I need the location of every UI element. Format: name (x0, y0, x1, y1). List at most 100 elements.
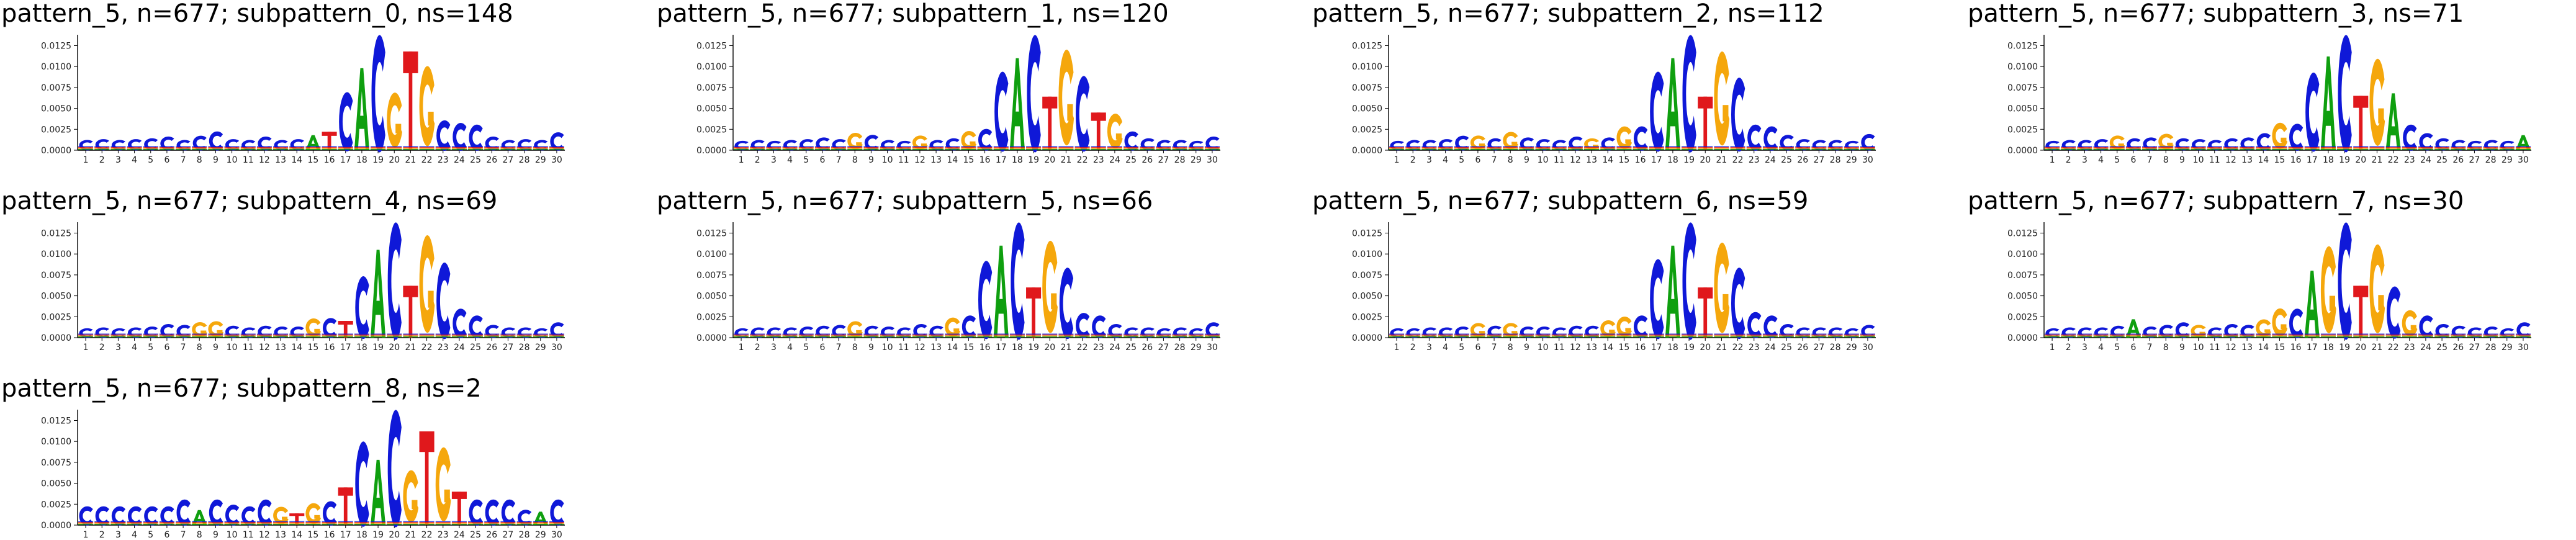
baseline-letter-a (110, 336, 126, 338)
logo-panel: pattern_5, n=677; subpattern_7, ns=30 0.0… (1968, 187, 2531, 353)
x-tick-label: 10 (2193, 155, 2204, 165)
baseline-letter-t (1156, 147, 1171, 148)
x-tick-label: 28 (1174, 343, 1186, 353)
x-tick-label: 25 (1125, 343, 1137, 353)
y-tick-label: 0.0025 (1352, 125, 1382, 135)
baseline-letter-g (1156, 148, 1171, 149)
baseline-letter-g (912, 148, 927, 149)
baseline-letter-c (322, 521, 337, 522)
baseline-letter-a (2256, 149, 2271, 150)
baseline-letter-c (1091, 333, 1106, 335)
x-tick-label: 17 (340, 530, 351, 540)
baseline-letter-c (1746, 146, 1762, 147)
baseline-letter-a (2288, 149, 2304, 150)
baseline-letter-c (2061, 146, 2076, 147)
logo-panel: pattern_5, n=677; subpattern_2, ns=112 0.… (1312, 0, 1876, 165)
y-tick-label: 0.0125 (696, 41, 727, 51)
baseline-letter-a (289, 336, 305, 338)
x-tick-label: 12 (2225, 155, 2236, 165)
baseline-letter-g (371, 523, 386, 524)
baseline-letter-c (484, 333, 500, 335)
x-tick-label: 7 (2147, 343, 2153, 353)
baseline-letter-a (1633, 149, 1648, 150)
baseline-letter-c (2240, 333, 2255, 335)
baseline-letter-a (110, 149, 126, 150)
x-tick-label: 23 (2404, 343, 2415, 353)
baseline-letter-a (1665, 336, 1680, 338)
baseline-letter-c (516, 521, 532, 522)
baseline-letter-g (2418, 148, 2433, 149)
x-tick-label: 24 (2420, 155, 2431, 165)
baseline-letter-t (929, 147, 944, 148)
x-tick-label: 24 (1109, 343, 1120, 353)
baseline-letter-a (451, 336, 467, 338)
x-tick-label: 13 (2241, 343, 2253, 353)
baseline-letter-c (1633, 333, 1648, 335)
logo-letter-a (371, 459, 386, 525)
x-tick-label: 21 (1061, 343, 1072, 353)
baseline-letter-a (2418, 149, 2433, 150)
x-tick-label: 30 (551, 155, 562, 165)
baseline-letter-c (2272, 333, 2287, 335)
baseline-letter-g (127, 148, 142, 149)
baseline-letter-t (289, 147, 305, 148)
baseline-letter-c (1058, 333, 1074, 335)
panel-title: pattern_5, n=677; subpattern_0, ns=148 (1, 0, 513, 28)
baseline-letter-a (1860, 149, 1875, 150)
x-tick-label: 27 (2469, 155, 2480, 165)
baseline-letter-a (1779, 149, 1795, 150)
baseline-letter-c (2223, 146, 2238, 147)
x-tick-label: 17 (340, 343, 351, 353)
baseline-letter-a (403, 336, 418, 338)
baseline-letter-a (516, 149, 532, 150)
logo-letter-c (258, 325, 272, 338)
baseline-letter-c (2434, 333, 2450, 335)
baseline-letter-t (2337, 147, 2353, 148)
x-tick-label: 10 (1538, 343, 1549, 353)
x-tick-label: 23 (438, 530, 449, 540)
baseline-letter-a (1026, 149, 1042, 150)
baseline-letter-c (403, 146, 418, 147)
baseline-letter-c (2515, 146, 2531, 147)
baseline-letter-c (1665, 333, 1680, 335)
baseline-letter-c (1487, 333, 1502, 335)
baseline-letter-g (338, 148, 353, 149)
x-tick-label: 1 (739, 343, 744, 353)
baseline-letter-g (354, 148, 369, 149)
baseline-letter-a (1616, 149, 1632, 150)
baseline-letter-c (435, 521, 451, 522)
baseline-letter-a (1730, 336, 1745, 338)
baseline-letter-c (945, 146, 960, 147)
baseline-letter-g (516, 148, 532, 149)
baseline-letter-a (500, 336, 516, 338)
baseline-letter-c (2256, 146, 2271, 147)
x-tick-label: 17 (996, 155, 1007, 165)
baseline-letter-a (1714, 336, 1729, 338)
logo-letter-a (2125, 319, 2141, 338)
baseline-letter-g (2337, 148, 2353, 149)
baseline-letter-c (2369, 333, 2385, 335)
baseline-letter-g (127, 523, 142, 524)
y-tick-label: 0.0125 (1352, 228, 1382, 238)
baseline-letter-g (2061, 148, 2076, 149)
x-tick-label: 6 (164, 530, 169, 540)
baseline-letter-g (224, 523, 240, 524)
baseline-letter-c (256, 333, 272, 335)
baseline-letter-t (1421, 147, 1437, 148)
baseline-letter-c (2077, 146, 2092, 147)
baseline-letter-t (2142, 147, 2158, 148)
baseline-letter-a (1519, 336, 1534, 338)
y-tick-label: 0.0075 (2007, 83, 2038, 93)
x-tick-label: 7 (181, 155, 186, 165)
baseline-letter-t (159, 522, 174, 523)
baseline-letter-c (500, 146, 516, 147)
baseline-letter-c (208, 333, 223, 335)
logo-letter-g (387, 92, 402, 148)
x-tick-label: 16 (324, 155, 335, 165)
baseline-letter-g (2288, 148, 2304, 149)
baseline-letter-g (1535, 148, 1551, 149)
x-tick-label: 14 (2258, 155, 2269, 165)
baseline-letter-a (419, 336, 435, 338)
x-tick-label: 18 (2323, 155, 2334, 165)
